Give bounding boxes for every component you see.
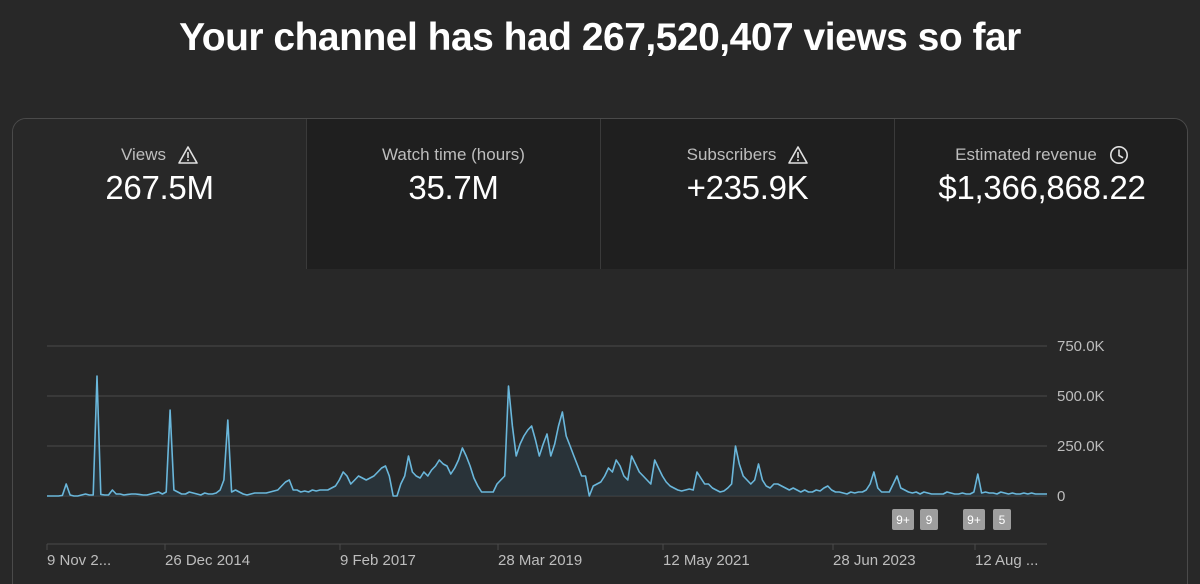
tab-subscribers[interactable]: Subscribers +235.9K — [601, 119, 895, 269]
tab-value: 35.7M — [408, 169, 499, 206]
event-marker-label: 9+ — [896, 513, 910, 527]
event-marker — [920, 509, 938, 530]
event-marker — [892, 509, 914, 530]
x-tick-label: 9 Nov 2... — [47, 552, 111, 569]
views-headline: Your channel has had 267,520,407 views s… — [179, 16, 1021, 59]
y-tick-label: 500.0K — [1057, 388, 1105, 405]
tab-label: Subscribers — [686, 145, 777, 164]
x-tick-label: 9 Feb 2017 — [340, 552, 416, 569]
clock-icon — [1109, 145, 1129, 165]
tab-label: Estimated revenue — [955, 145, 1097, 164]
event-marker — [963, 509, 985, 530]
event-marker-label: 9+ — [967, 513, 981, 527]
x-tick-label: 12 Aug ... — [975, 552, 1038, 569]
metric-tabs: Views 267.5M Watch time (hours) 35.7M Su… — [13, 119, 1187, 269]
tab-value: 267.5M — [105, 169, 214, 206]
tab-label: Watch time (hours) — [382, 145, 525, 164]
tab-estimated-revenue[interactable]: Estimated revenue $1,366,868.22 — [895, 119, 1187, 269]
x-tick-label: 12 May 2021 — [663, 552, 750, 569]
y-tick-label: 250.0K — [1057, 438, 1105, 455]
warning-icon — [788, 146, 809, 164]
views-line-chart: 750.0K 500.0K 250.0K 0 9+ 9 9+ 5 9 Nov 2... 26 De… — [46, 338, 1105, 569]
event-marker — [993, 509, 1011, 530]
tab-views[interactable]: Views 267.5M — [13, 119, 307, 269]
event-marker-label: 5 — [999, 513, 1006, 527]
y-tick-label: 0 — [1057, 488, 1065, 505]
tab-watch-time[interactable]: Watch time (hours) 35.7M — [307, 119, 601, 269]
x-tick-label: 28 Jun 2023 — [833, 552, 916, 569]
analytics-card: Views 267.5M Watch time (hours) 35.7M Su… — [12, 118, 1188, 584]
x-tick-label: 28 Mar 2019 — [498, 552, 582, 569]
x-tick-label: 26 Dec 2014 — [165, 552, 250, 569]
y-tick-label: 750.0K — [1057, 338, 1105, 355]
tab-label: Views — [120, 145, 167, 164]
views-chart: 750.0K 500.0K 250.0K 0 9+ 9 9+ 5 9 Nov 2... 26 De… — [13, 269, 1187, 584]
tab-value: $1,366,868.22 — [938, 169, 1146, 206]
tab-value: +235.9K — [686, 169, 809, 206]
warning-icon — [178, 146, 198, 164]
event-marker-label: 9 — [926, 513, 933, 527]
views-line — [47, 375, 1047, 497]
